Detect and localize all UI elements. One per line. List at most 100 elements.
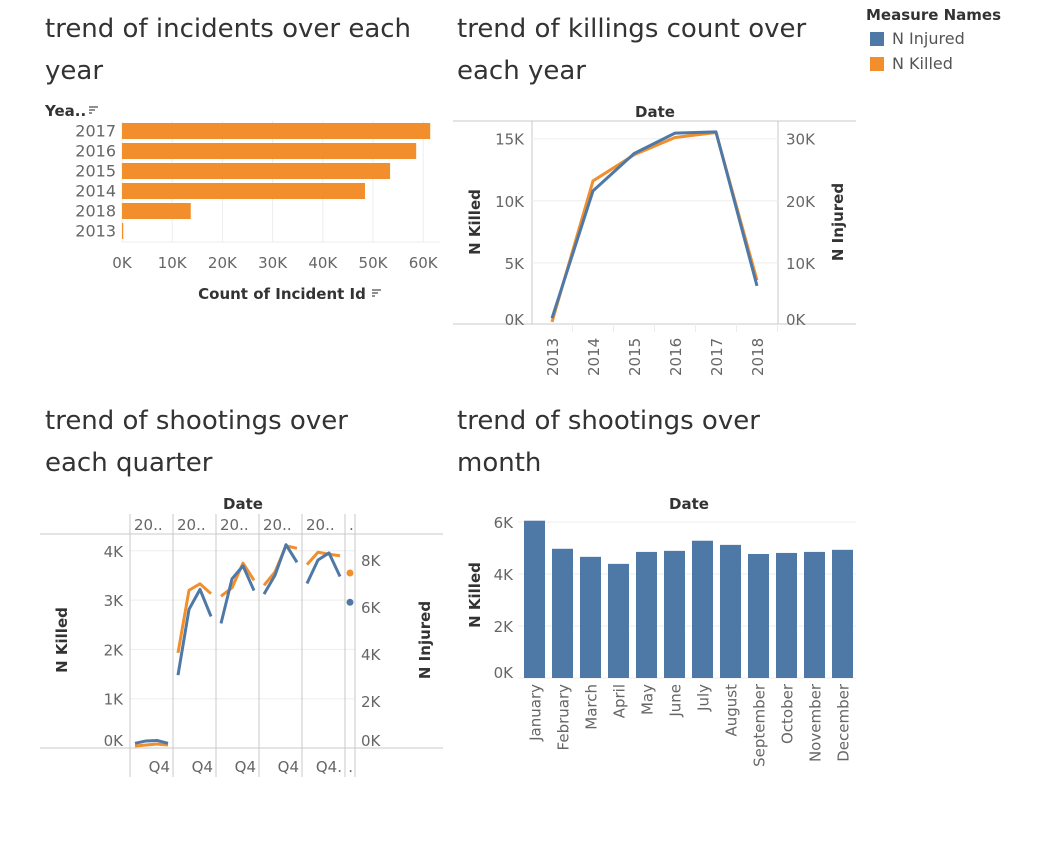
month-label: July — [695, 684, 713, 712]
title-line: month — [457, 448, 542, 478]
year-header: 20.. — [220, 516, 249, 534]
title-line: trend of killings count over — [457, 14, 807, 44]
y-tick-label-left: 0K — [505, 311, 526, 329]
month-label: September — [751, 683, 769, 767]
year-row-label: 2015 — [75, 162, 116, 181]
quarter-label: Q4 — [278, 758, 299, 776]
x-tick-label: 2018 — [749, 338, 767, 376]
incident-bar — [122, 223, 124, 239]
legend-item-n-killed[interactable]: N Killed — [866, 51, 1001, 76]
month-bar — [608, 563, 629, 678]
year-row-label: 2014 — [75, 182, 116, 201]
y-tick-label-right: 8K — [361, 552, 382, 570]
year-header: 20.. — [134, 516, 163, 534]
quarter-label: Q4. — [316, 758, 342, 776]
incident-bar — [122, 143, 417, 159]
month-label: January — [527, 684, 545, 742]
month-bar — [720, 544, 741, 678]
year-header: 20.. — [306, 516, 335, 534]
series-line-n-killed — [220, 561, 256, 598]
month-bar — [636, 551, 657, 678]
y-tick-label-right: 6K — [361, 599, 382, 617]
month-label: February — [555, 684, 573, 751]
y-tick-label: 2K — [494, 618, 515, 636]
y-axis-title-right: N Injured — [416, 601, 434, 679]
legend-label: N Injured — [892, 29, 965, 48]
y-tick-label: 0K — [494, 664, 515, 682]
y-tick-label-left: 10K — [495, 193, 525, 211]
x-tick-label: 20K — [208, 254, 238, 272]
quarter-label: Q4 — [149, 758, 170, 776]
y-tick-label-right: 30K — [786, 131, 816, 149]
y-tick-label-right: 10K — [786, 255, 816, 273]
x-tick-label: 10K — [158, 254, 188, 272]
month-bar — [692, 540, 713, 678]
x-tick-label: 40K — [308, 254, 338, 272]
y-tick-label: 4K — [494, 566, 515, 584]
legend-item-n-injured[interactable]: N Injured — [866, 26, 1001, 51]
series-point-n-injured — [346, 598, 354, 606]
incident-bar — [122, 183, 365, 199]
x-tick-label: 2015 — [626, 338, 644, 376]
column-header-date: Date — [223, 495, 263, 513]
y-tick-label-right: 20K — [786, 193, 816, 211]
series-point-n-killed — [346, 569, 354, 577]
year-row-label: 2018 — [75, 202, 116, 221]
x-tick-label: 30K — [258, 254, 288, 272]
year-header: . — [349, 516, 354, 534]
y-tick-label-left: 4K — [104, 543, 125, 561]
month-bar — [664, 550, 685, 678]
y-tick-label: 6K — [494, 514, 515, 532]
month-bar — [580, 556, 601, 678]
series-line-n-injured — [262, 543, 299, 595]
year-row-label: 2017 — [75, 122, 116, 141]
y-tick-label-right: 4K — [361, 646, 382, 664]
incident-bar — [122, 123, 431, 139]
year-header: 20.. — [177, 516, 206, 534]
month-bar — [776, 552, 797, 678]
year-row-label: 2013 — [75, 222, 116, 241]
month-bar — [832, 549, 853, 678]
quarter-label: . — [348, 758, 353, 776]
month-bar — [524, 520, 545, 678]
legend: Measure Names N Injured N Killed — [866, 6, 1001, 76]
x-tick-label: 2017 — [708, 338, 726, 376]
y-axis-title-left: N Killed — [53, 607, 71, 673]
month-chart-title: trend of shootings over month — [457, 400, 760, 484]
title-line: trend of shootings over — [45, 406, 348, 436]
y-tick-label-right: 0K — [361, 732, 382, 750]
series-line-n-injured — [176, 587, 213, 676]
series-line-n-killed — [134, 742, 169, 748]
quarter-chart-title: trend of shootings over each quarter — [45, 400, 348, 484]
incident-bar — [122, 163, 391, 179]
x-tick-label: 2016 — [667, 338, 685, 376]
legend-title: Measure Names — [866, 6, 1002, 24]
x-tick-label: 50K — [359, 254, 389, 272]
x-tick-label: 2014 — [585, 338, 603, 376]
legend-label: N Killed — [892, 54, 953, 73]
x-tick-label: 60K — [409, 254, 439, 272]
legend-swatch-injured — [870, 31, 884, 46]
year-header: 20.. — [263, 516, 292, 534]
month-bar — [552, 548, 573, 678]
series-line-n-injured — [550, 130, 759, 319]
month-label: December — [835, 683, 853, 762]
month-label: March — [583, 684, 601, 730]
month-label: April — [611, 684, 629, 718]
y-tick-label-left: 3K — [104, 592, 125, 610]
quarter-label: Q4 — [235, 758, 256, 776]
title-line: year — [45, 56, 104, 86]
y-tick-label-right: 2K — [361, 693, 382, 711]
y-axis-title: N Killed — [466, 562, 484, 628]
row-header-year: Yea.. — [44, 102, 86, 120]
y-axis-title-left: N Killed — [466, 189, 484, 255]
series-line-n-injured — [219, 564, 256, 624]
x-axis-title: Count of Incident Id — [198, 285, 366, 303]
y-axis-title-right: N Injured — [829, 183, 847, 261]
column-header-date: Date — [635, 103, 675, 121]
month-bar — [748, 553, 769, 678]
incident-bar — [122, 203, 191, 219]
month-label: August — [723, 684, 741, 737]
